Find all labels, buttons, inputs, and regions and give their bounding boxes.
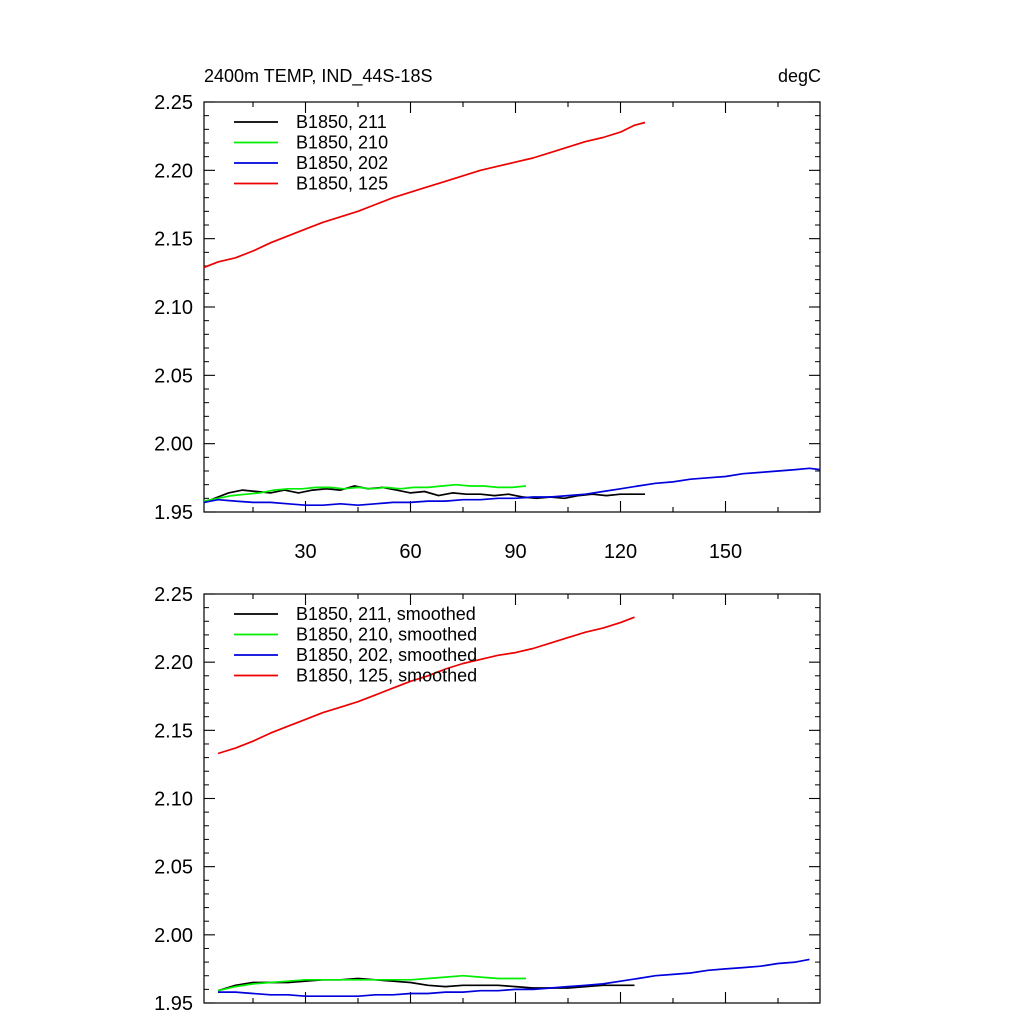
x-tick-label: 150 <box>709 541 742 563</box>
y-tick-label: 2.15 <box>154 720 193 742</box>
units-label: degC <box>778 66 821 86</box>
legend-label: B1850, 125 <box>296 174 388 194</box>
y-tick-label: 2.20 <box>154 652 193 674</box>
series-line-4 <box>217 616 635 755</box>
x-tick-label: 90 <box>504 541 526 563</box>
y-tick-label: 2.10 <box>154 297 193 319</box>
series-line-1 <box>217 977 635 992</box>
x-tick-label: 60 <box>399 541 421 563</box>
legend-label: B1850, 202 <box>296 153 388 173</box>
series-line-3 <box>218 958 810 998</box>
y-tick-label: 2.00 <box>154 434 193 456</box>
y-tick-label: 2.25 <box>154 92 193 114</box>
bottom-panel: 2.25 2.20 2.15 2.10 2.05 2.00 1.95 B1850, 211, … <box>154 584 821 1015</box>
y-tick-label: 2.15 <box>154 229 193 251</box>
y-tick-label: 2.20 <box>154 160 193 182</box>
chart-title: 2400m TEMP, IND_44S-18S <box>204 66 432 87</box>
series-line-3 <box>203 467 821 507</box>
y-tick-label: 2.05 <box>154 365 193 387</box>
y-tick-label: 2.10 <box>154 789 193 811</box>
series-line-4 <box>203 121 646 269</box>
series-line-1 <box>203 485 645 504</box>
y-tick-label: 2.00 <box>154 925 193 947</box>
y-tick-label: 1.95 <box>154 502 193 524</box>
legend-label: B1850, 211, smoothed <box>296 604 476 624</box>
x-tick-label: 120 <box>604 541 637 563</box>
series-line-2 <box>203 483 527 502</box>
y-tick-label: 2.25 <box>154 584 193 606</box>
legend-label: B1850, 211 <box>296 112 387 132</box>
legend-label: B1850, 202, smoothed <box>296 645 477 665</box>
legend-label: B1850, 210, smoothed <box>296 625 477 645</box>
legend-label: B1850, 125, smoothed <box>296 666 477 686</box>
y-tick-label: 2.05 <box>154 857 193 879</box>
x-tick-label: 30 <box>294 541 316 563</box>
series-line-2 <box>217 974 526 992</box>
y-tick-label: 1.95 <box>154 993 193 1015</box>
top-panel: 2.25 2.20 2.15 2.10 2.05 2.00 1.95 30 60 90 120 150… <box>154 92 821 563</box>
legend-label: B1850, 210 <box>296 133 388 153</box>
